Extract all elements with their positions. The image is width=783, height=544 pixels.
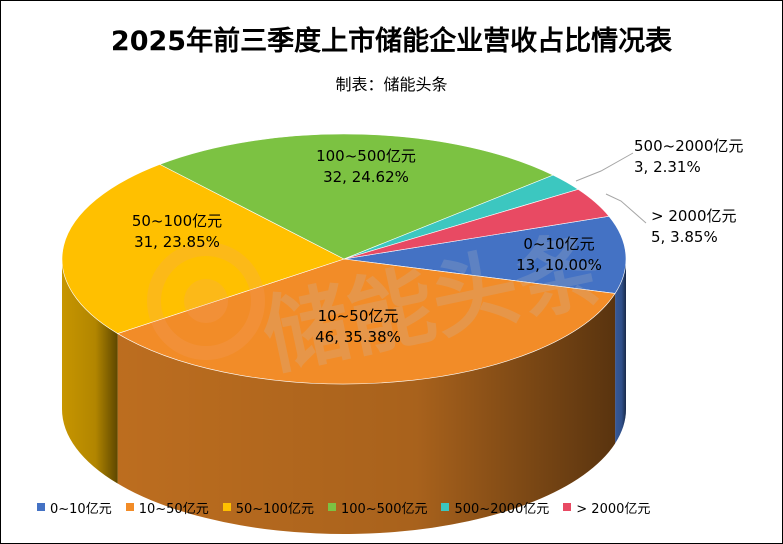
legend-swatch-4 — [441, 503, 450, 511]
pie-tops — [61, 133, 627, 385]
legend-label-0: 0~10亿元 — [50, 501, 112, 517]
slice-category-label-4: 500~2000亿元 — [634, 137, 743, 155]
slice-5 — [343, 189, 610, 260]
watermark-logo-inner — [184, 279, 228, 323]
legend-swatch-1 — [125, 503, 134, 511]
legend-item-2: 50~100亿元 — [222, 498, 314, 517]
chart-subtitle: 制表：储能头条 — [335, 75, 448, 94]
slice-value-label-4: 3, 2.31% — [634, 158, 701, 176]
legend-swatch-3 — [327, 503, 336, 511]
legend-label-2: 50~100亿元 — [235, 501, 314, 517]
slice-0 — [343, 215, 627, 294]
legend-swatch-0 — [37, 503, 45, 511]
legend-item-0: 0~10亿元 — [37, 498, 112, 517]
legend-label-1: 10~50亿元 — [138, 501, 209, 517]
slice-category-label-3: 100~500亿元 — [316, 147, 416, 165]
slice-side-shade-0 — [615, 259, 626, 444]
legend: 0~10亿元 10~50亿元 50~100亿元 100~500亿元 500~2000亿元… — [37, 496, 757, 518]
legend-item-4: 500~2000亿元 — [441, 498, 549, 517]
slice-category-label-2: 50~100亿元 — [132, 212, 222, 230]
leader-line-5 — [605, 193, 647, 224]
pie-sides — [62, 259, 626, 535]
slice-side-shade-2 — [62, 259, 118, 484]
legend-item-5: > 2000亿元 — [563, 498, 650, 517]
slice-2 — [61, 164, 345, 334]
legend-item-3: 100~500亿元 — [327, 498, 428, 517]
slice-value-label-2: 31, 23.85% — [134, 233, 220, 251]
legend-swatch-2 — [222, 503, 231, 511]
slice-category-label-5: > 2000亿元 — [651, 207, 737, 225]
slice-value-label-5: 5, 3.85% — [651, 228, 718, 246]
slice-category-label-0: 0~10亿元 — [523, 235, 594, 253]
legend-label-5: > 2000亿元 — [576, 501, 651, 517]
slice-category-label-1: 10~50亿元 — [318, 307, 399, 325]
legend-swatch-5 — [563, 503, 572, 511]
slice-value-label-0: 13, 10.00% — [516, 256, 602, 274]
legend-label-3: 100~500亿元 — [340, 501, 428, 517]
leader-line-4 — [575, 152, 634, 182]
slice-side-shade-1 — [117, 293, 616, 535]
chart-title: 2025年前三季度上市储能企业营收占比情况表 — [110, 26, 673, 57]
slice-value-label-1: 46, 35.38% — [315, 328, 401, 346]
legend-label-4: 500~2000亿元 — [454, 501, 550, 517]
watermark-logo — [147, 242, 265, 360]
slice-1 — [116, 258, 616, 385]
slice-value-label-3: 32, 24.62% — [323, 168, 409, 186]
legend-item-1: 10~50亿元 — [125, 498, 209, 517]
slice-3 — [159, 133, 554, 260]
pie-labels: 0~10亿元 13, 10.00% 10~50亿元 46, 35.38% 50~100亿… — [132, 137, 744, 346]
